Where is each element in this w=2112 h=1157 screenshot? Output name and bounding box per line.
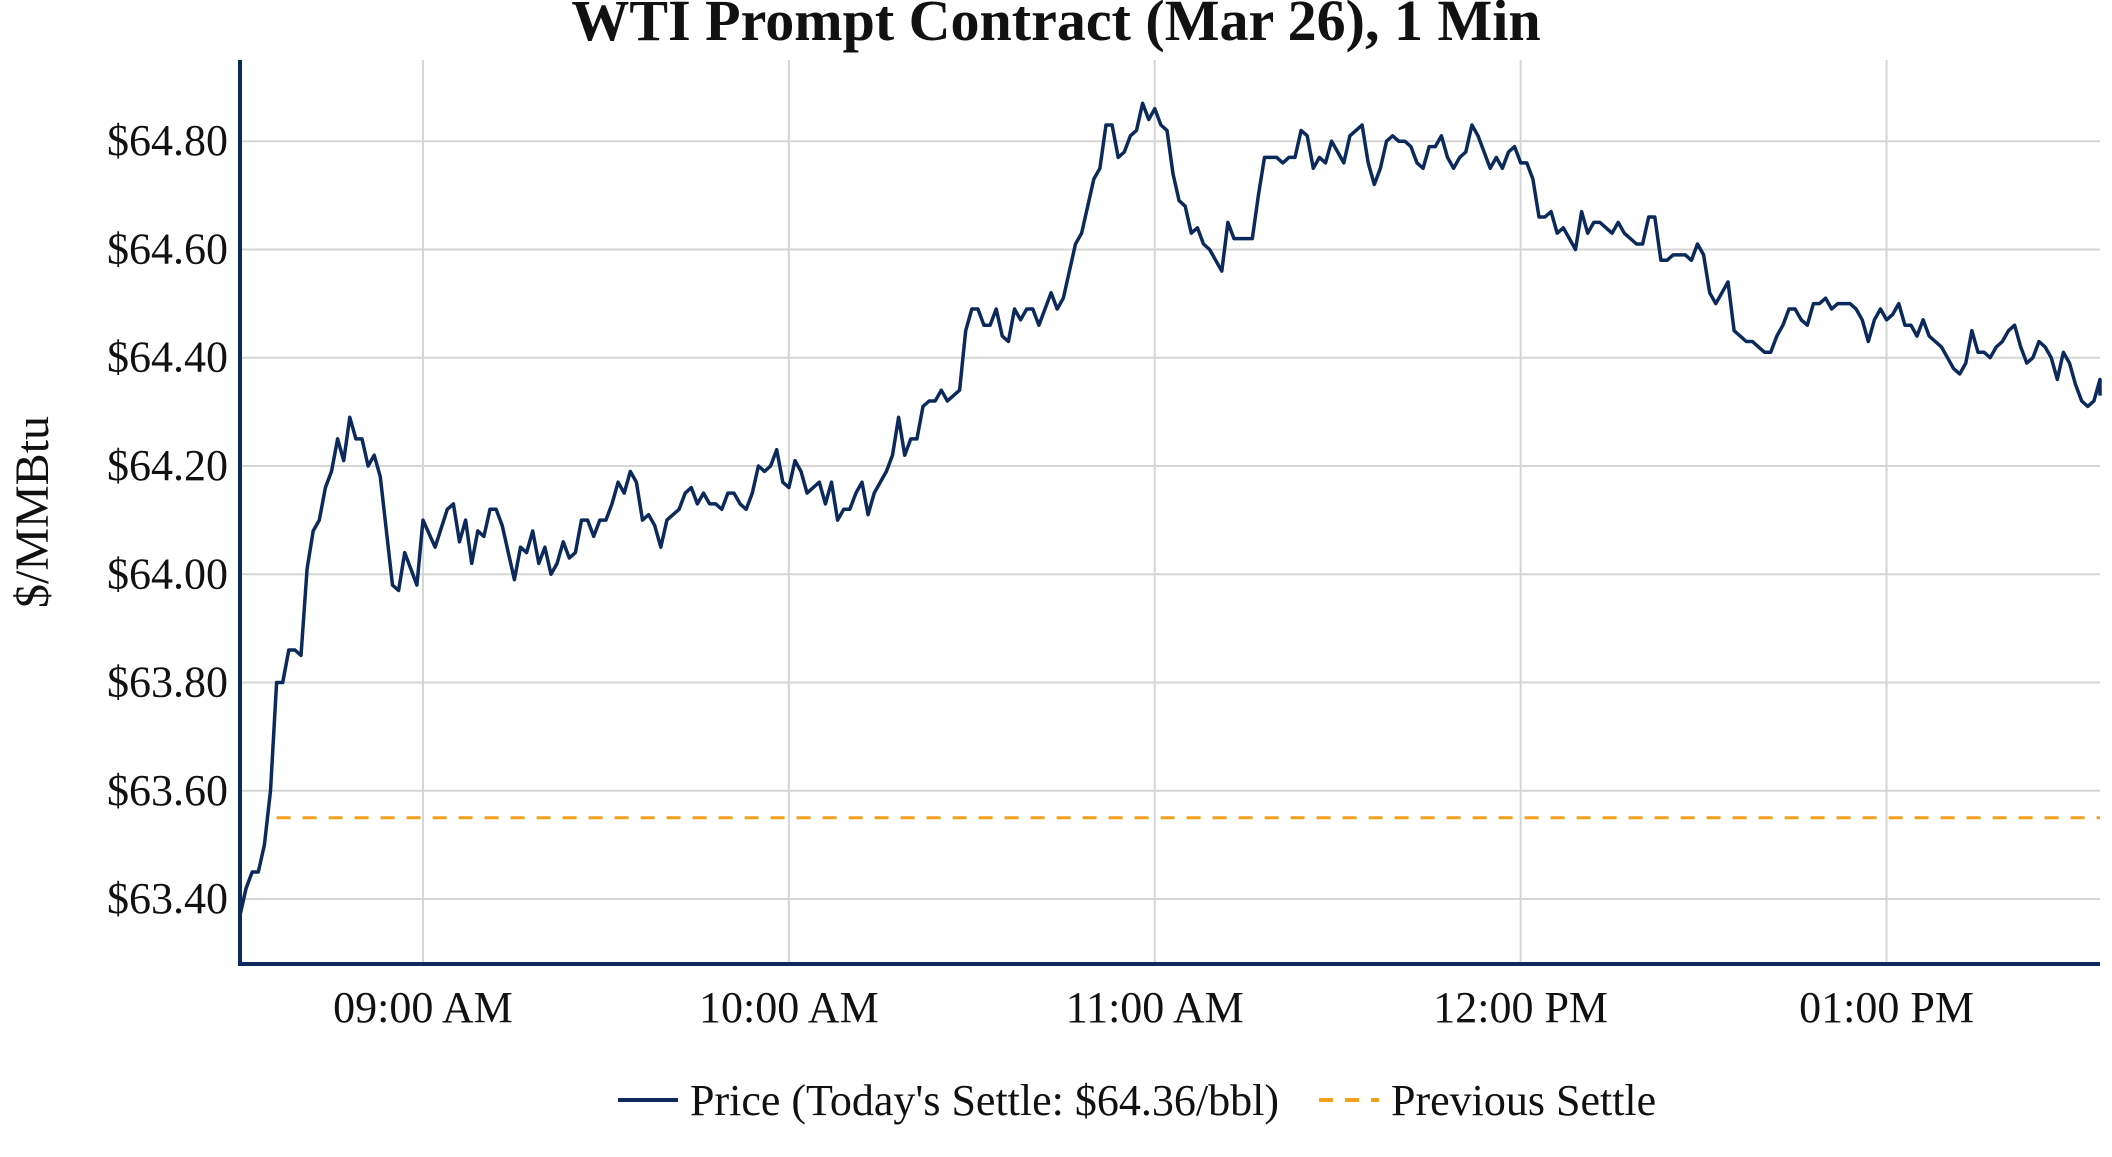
x-tick-label: 01:00 PM — [1799, 983, 1974, 1032]
x-tick-label: 12:00 PM — [1433, 983, 1608, 1032]
y-tick-label: $64.00 — [107, 549, 228, 598]
y-tick-label: $64.40 — [107, 333, 228, 382]
series-layer — [238, 101, 2102, 916]
y-tick-label: $63.60 — [107, 766, 228, 815]
y-tick-label: $64.80 — [107, 116, 228, 165]
y-tick-label: $64.20 — [107, 441, 228, 490]
legend: Price (Today's Settle: $64.36/bbl) Previo… — [618, 1076, 1656, 1125]
y-axis-label: $/MMBtu — [6, 416, 59, 608]
y-tick-label: $63.40 — [107, 874, 228, 923]
chart-title: WTI Prompt Contract (Mar 26), 1 Min — [571, 0, 1540, 53]
y-tick-label: $63.80 — [107, 658, 228, 707]
legend-price-label: Price (Today's Settle: $64.36/bbl) — [690, 1076, 1279, 1125]
grid-lines — [240, 60, 2100, 964]
tick-labels: $63.40 $63.60 $63.80 $64.00 $64.20 $64.40 $64.… — [107, 116, 1974, 1032]
axes — [238, 60, 2100, 966]
x-tick-label: 11:00 AM — [1066, 983, 1244, 1032]
price-series-line — [238, 101, 2102, 916]
y-tick-label: $64.60 — [107, 224, 228, 273]
x-tick-label: 09:00 AM — [333, 983, 513, 1032]
x-tick-label: 10:00 AM — [699, 983, 879, 1032]
legend-previous-settle-label: Previous Settle — [1391, 1076, 1656, 1125]
